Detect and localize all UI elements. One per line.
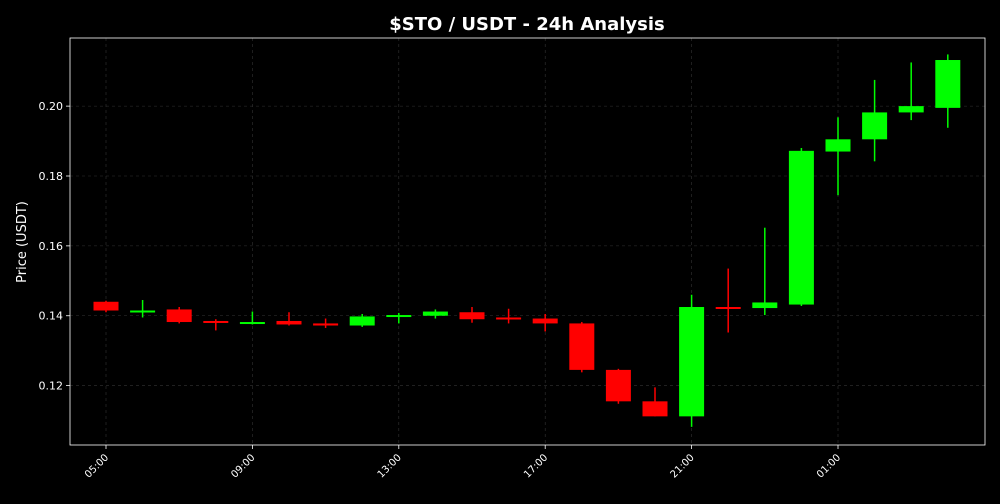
- candle-body: [898, 106, 924, 113]
- candle-body: [93, 301, 119, 311]
- candle: [825, 117, 851, 196]
- candle-body: [130, 310, 156, 313]
- candle: [349, 313, 375, 327]
- candle: [898, 62, 924, 121]
- candle-body: [532, 318, 558, 324]
- candle: [569, 322, 595, 373]
- plot-frame: [69, 37, 986, 446]
- candle: [239, 311, 265, 325]
- candle: [715, 268, 741, 333]
- candles: [93, 54, 961, 427]
- candle: [276, 312, 302, 326]
- y-tick-label: 0.16: [39, 240, 64, 253]
- chart-title: $STO / USDT - 24h Analysis: [389, 14, 665, 35]
- y-axis-label: Price (USDT): [15, 201, 30, 283]
- candle: [788, 148, 814, 306]
- candle-body: [313, 323, 339, 326]
- candle-body: [203, 320, 229, 323]
- candle-body: [715, 307, 741, 310]
- candle: [93, 300, 119, 313]
- candle-body: [642, 401, 668, 417]
- grid-lines: [70, 38, 985, 445]
- candle-body: [788, 150, 814, 305]
- candle: [496, 308, 522, 324]
- candle: [532, 313, 558, 332]
- candle-body: [166, 309, 192, 323]
- candle-body: [752, 302, 778, 309]
- candle-body: [422, 311, 448, 316]
- candle-body: [935, 60, 961, 108]
- candle: [752, 227, 778, 316]
- candle: [130, 300, 156, 318]
- candle-body: [862, 112, 888, 140]
- candle-body: [239, 322, 265, 325]
- candle-body: [496, 317, 522, 320]
- candle: [642, 387, 668, 417]
- candle-body: [605, 369, 631, 402]
- candle-body: [569, 323, 595, 370]
- y-tick-label: 0.12: [39, 380, 64, 393]
- candle: [935, 54, 961, 128]
- candle: [313, 318, 339, 328]
- candle: [386, 312, 412, 324]
- candle: [166, 307, 192, 324]
- candle-body: [825, 139, 851, 152]
- candle-body: [386, 315, 412, 318]
- candle: [422, 309, 448, 319]
- candle: [203, 319, 229, 331]
- candle-body: [276, 320, 302, 325]
- y-tick-label: 0.14: [39, 310, 64, 323]
- candle-body: [459, 312, 485, 320]
- candle-body: [349, 316, 375, 326]
- candle: [459, 307, 485, 323]
- candle: [862, 79, 888, 162]
- candle: [679, 294, 705, 427]
- candle-body: [679, 307, 705, 417]
- y-tick-label: 0.20: [39, 100, 64, 113]
- candle: [605, 368, 631, 404]
- y-tick-label: 0.18: [39, 170, 64, 183]
